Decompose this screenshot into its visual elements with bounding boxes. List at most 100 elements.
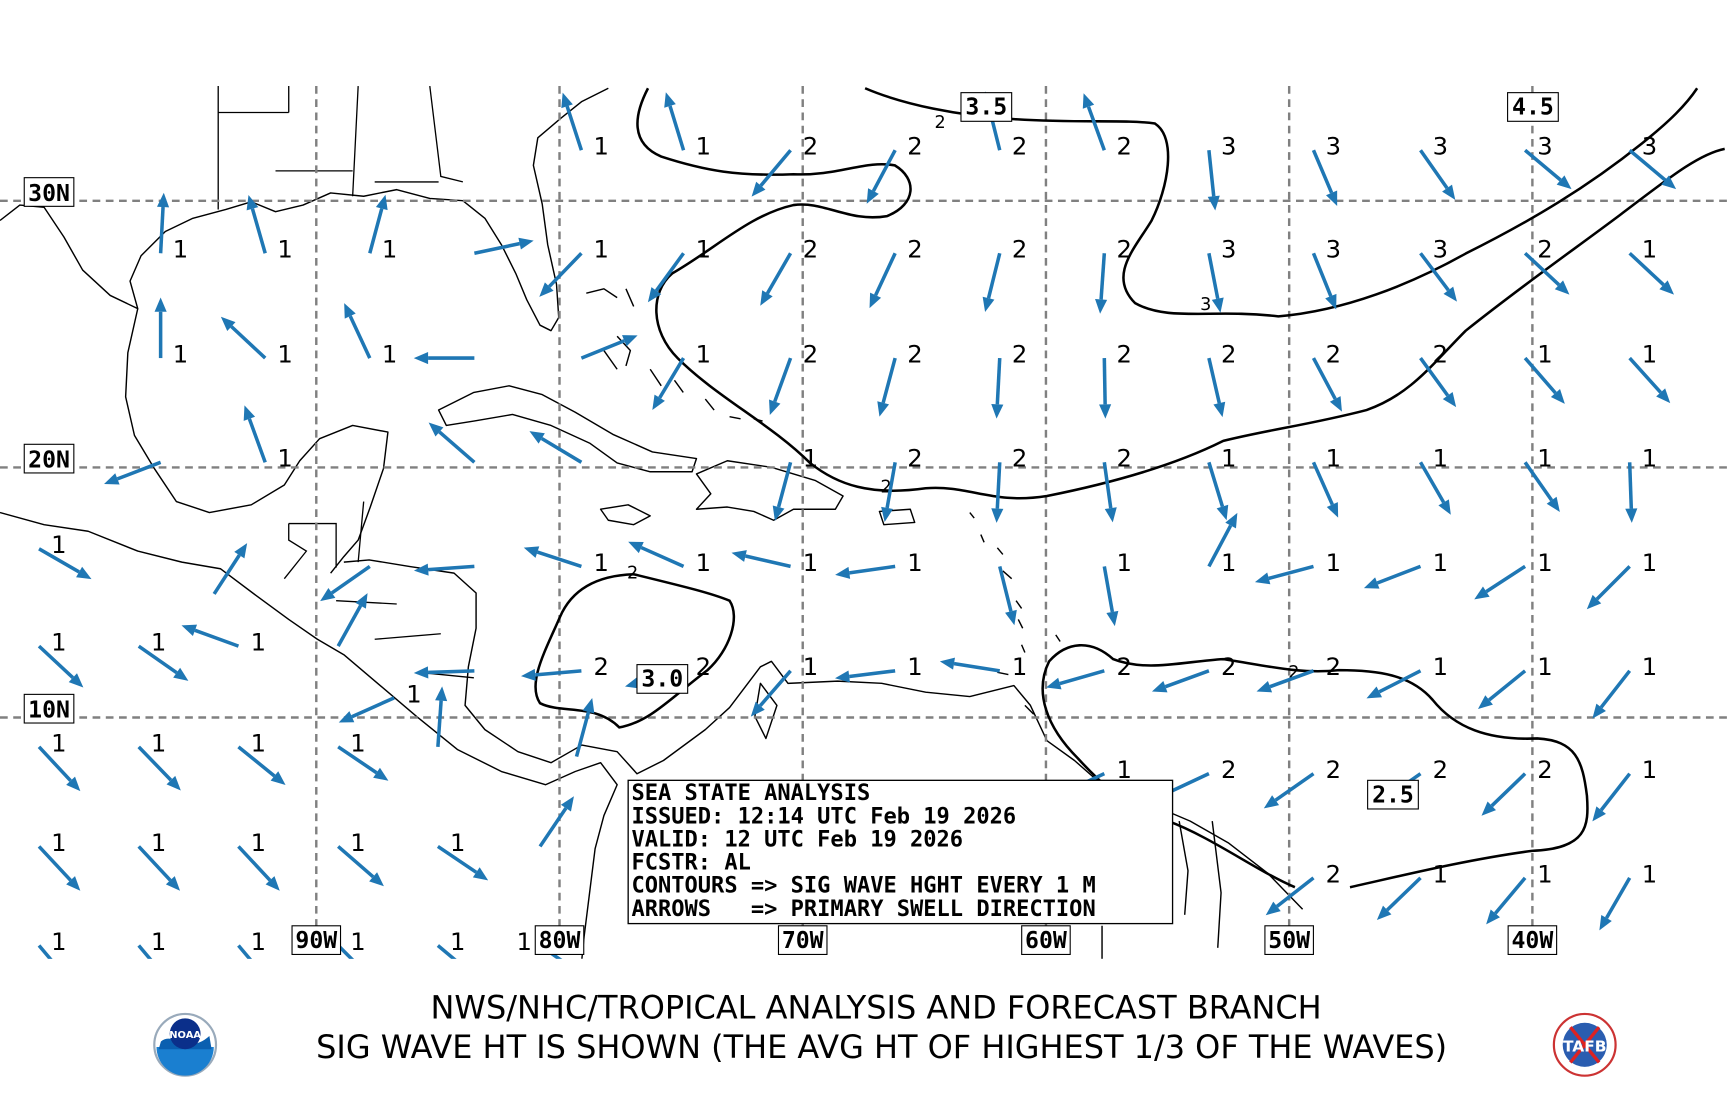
arrow-shaft [1207, 252, 1220, 300]
arrow-head [1325, 190, 1338, 207]
arrow-head [165, 876, 181, 891]
wave-height-label: 2 [1326, 652, 1341, 681]
contour-inline-label: 3 [1200, 295, 1211, 315]
wave-height-label: 1 [251, 927, 266, 956]
arrow-head [154, 297, 167, 312]
wave-height-label: 2 [1116, 444, 1131, 473]
wave-height-label: 3 [1537, 132, 1552, 161]
arrow-head [428, 422, 444, 437]
arrow-shaft [351, 696, 395, 719]
swell-arrow: 1 [939, 652, 1027, 681]
lon-label: 40W [1511, 928, 1553, 954]
swell-arrow: 1 [561, 92, 609, 161]
arrow-shaft [230, 325, 267, 360]
arrow-head [76, 566, 92, 580]
jamaica [599, 504, 651, 526]
arrow-shaft [759, 149, 792, 187]
arrow-shaft [1628, 251, 1665, 287]
wave-height-label: 1 [907, 548, 922, 577]
swell-arrow: 2 [521, 652, 609, 681]
lon-label-box [1021, 925, 1071, 955]
arrow-head [835, 566, 851, 579]
swell-arrow: 1 [1207, 444, 1236, 521]
arrow-head [1366, 686, 1383, 699]
lon-label-box [777, 925, 828, 955]
arrow-head [866, 188, 879, 204]
swell-arrow: 2 [881, 444, 923, 522]
lat-label-box [23, 443, 75, 474]
swell-arrow: 1 [1363, 548, 1448, 589]
arrow-head [1225, 512, 1238, 529]
arrow-head [375, 194, 388, 211]
wave-height-label: 1 [1012, 652, 1027, 681]
wave-height-label: 2 [1116, 339, 1131, 368]
arrow-shaft [565, 105, 584, 151]
arrow-shaft [37, 644, 75, 679]
contour-inline-label: 2 [935, 113, 946, 133]
arrow-shaft [436, 844, 478, 874]
wave-height-label: 1 [151, 927, 166, 956]
arrow-head [413, 352, 429, 365]
arrow-shaft [1628, 148, 1667, 182]
lon-label: 70W [782, 928, 824, 954]
swell-arrow: 2 [869, 235, 923, 309]
arrow-head [877, 401, 890, 417]
swell-arrow: 3 [1523, 132, 1572, 190]
arrow-shaft [849, 564, 896, 575]
swell-arrow [413, 352, 475, 365]
arrow-head [369, 872, 384, 887]
contour-line-north [636, 87, 1725, 500]
wave-height-label: 1 [1537, 859, 1552, 888]
pacific-coast [0, 511, 618, 959]
arrow-head [1151, 680, 1168, 693]
arrow-head [246, 194, 259, 211]
swell-arrow: 2 [1095, 235, 1132, 314]
arrow-head [1661, 175, 1677, 190]
wave-height-label: 1 [907, 652, 922, 681]
wave-height-label: 2 [1221, 755, 1236, 784]
arrow-head [1213, 401, 1226, 418]
arrow-head [1625, 508, 1638, 523]
wave-height-label: 2 [1326, 859, 1341, 888]
wave-height-label: 2 [803, 339, 818, 368]
arrow-shaft [668, 105, 686, 151]
arrow-head [1599, 914, 1612, 931]
arrow-shaft [776, 461, 793, 508]
arrow-shaft [1627, 462, 1634, 509]
wave-height-label: 1 [696, 548, 711, 577]
arrow-shaft [1207, 524, 1233, 568]
contour-inline-label: 2 [627, 564, 638, 584]
wave-height-label: 1 [1326, 548, 1341, 577]
mexico-east-coast [124, 308, 389, 574]
wave-height-label: 3 [1221, 235, 1236, 264]
contour-label-3-5: 3.5 [965, 95, 1007, 121]
contour-value-labels: 3.5 4.5 3.0 2.5 [636, 92, 1559, 810]
arrow-shaft [336, 944, 355, 959]
arrow-head [561, 92, 573, 109]
arrow-shaft [1419, 149, 1449, 190]
swell-arrow: 1 [336, 927, 366, 959]
arrow-shaft [1523, 461, 1554, 502]
arrow-shaft [1207, 461, 1225, 508]
swell-arrow: 2 [982, 235, 1027, 313]
arrow-head [104, 473, 120, 485]
wave-height-label: 2 [1221, 652, 1236, 681]
swell-arrow: 1 [1418, 444, 1451, 515]
swell-arrow: 1 [1586, 548, 1657, 610]
lon-label: 60W [1025, 928, 1067, 954]
arrow-shaft [436, 944, 457, 959]
wave-height-label: 1 [51, 927, 66, 956]
arrow-shaft [1628, 356, 1662, 394]
arrow-head [413, 563, 429, 576]
arrow-head [1207, 195, 1220, 211]
wave-height-label: 1 [51, 828, 66, 857]
swell-arrow [574, 698, 595, 758]
arrow-shaft [212, 554, 241, 595]
arrow-head [413, 666, 429, 679]
arrow-shaft [1311, 149, 1334, 194]
swell-arrow [336, 593, 368, 647]
arrow-head [1556, 175, 1572, 190]
wave-height-label: 1 [382, 339, 397, 368]
arrow-head [772, 505, 785, 521]
swell-arrow: 1 [137, 927, 166, 959]
